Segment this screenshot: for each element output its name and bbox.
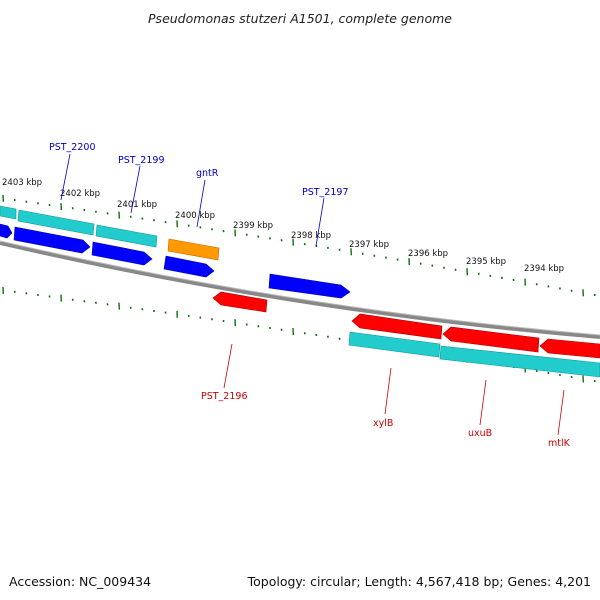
forward-cds-arrow[interactable] <box>0 223 13 239</box>
gene-label-pst2199[interactable]: PST_2199 <box>118 155 165 166</box>
kbp-label: 2394 kbp <box>524 264 564 274</box>
forward-tick-ruler <box>2 194 596 297</box>
label-leader <box>384 367 392 415</box>
gene-label-uxub[interactable]: uxuB <box>468 428 492 439</box>
label-leader <box>130 165 141 214</box>
label-leader <box>315 197 325 247</box>
kbp-label: 2396 kbp <box>408 249 448 259</box>
label-leader <box>196 179 206 228</box>
gene-label-pst2196[interactable]: PST_2196 <box>201 391 248 402</box>
kbp-label: 2397 kbp <box>349 240 389 250</box>
kbp-label: 2400 kbp <box>175 211 215 221</box>
forward-cds-arrow[interactable] <box>163 255 215 278</box>
label-leader <box>60 153 71 201</box>
rna-feature[interactable] <box>95 224 158 248</box>
genome-backbone-highlight <box>0 240 600 336</box>
kbp-label: 2398 kbp <box>291 231 331 241</box>
topology-text: Topology: circular; Length: 4,567,418 bp… <box>247 574 591 589</box>
map-title: Pseudomonas stutzeri A1501, complete gen… <box>148 11 452 26</box>
gene-label-xylb[interactable]: xylB <box>373 418 393 429</box>
gene-label-pst2200[interactable]: PST_2200 <box>49 142 96 153</box>
kbp-label: 2395 kbp <box>466 257 506 267</box>
label-leader <box>557 389 565 436</box>
reverse-cds-arrow[interactable] <box>539 338 600 359</box>
gene-label-mtlk[interactable]: mtlK <box>548 438 571 449</box>
rna-feature[interactable] <box>17 209 95 236</box>
forward-cds-arrow[interactable] <box>13 226 91 254</box>
kbp-label: 2399 kbp <box>233 221 273 231</box>
reverse-cds-arrow[interactable] <box>351 313 443 340</box>
forward-cds-arrow[interactable] <box>91 241 153 266</box>
rna-feature[interactable] <box>439 345 600 378</box>
kbp-label: 2403 kbp <box>2 178 42 188</box>
forward-cds-arrow[interactable] <box>268 273 351 299</box>
accession-text: Accession: NC_009434 <box>9 574 151 589</box>
reverse-cds-arrow[interactable] <box>212 291 268 313</box>
label-leader <box>479 379 487 426</box>
rna-feature[interactable] <box>348 331 441 358</box>
regulator-feature[interactable] <box>167 238 220 261</box>
gene-label-gntr[interactable]: gntR <box>196 168 219 179</box>
gene-label-pst2197[interactable]: PST_2197 <box>302 187 349 198</box>
kbp-label: 2402 kbp <box>60 189 100 199</box>
genome-backbone <box>0 241 600 339</box>
rna-feature[interactable] <box>0 205 17 220</box>
label-leader <box>223 343 233 389</box>
reverse-cds-arrow[interactable] <box>442 326 540 353</box>
kbp-label: 2401 kbp <box>117 200 157 210</box>
